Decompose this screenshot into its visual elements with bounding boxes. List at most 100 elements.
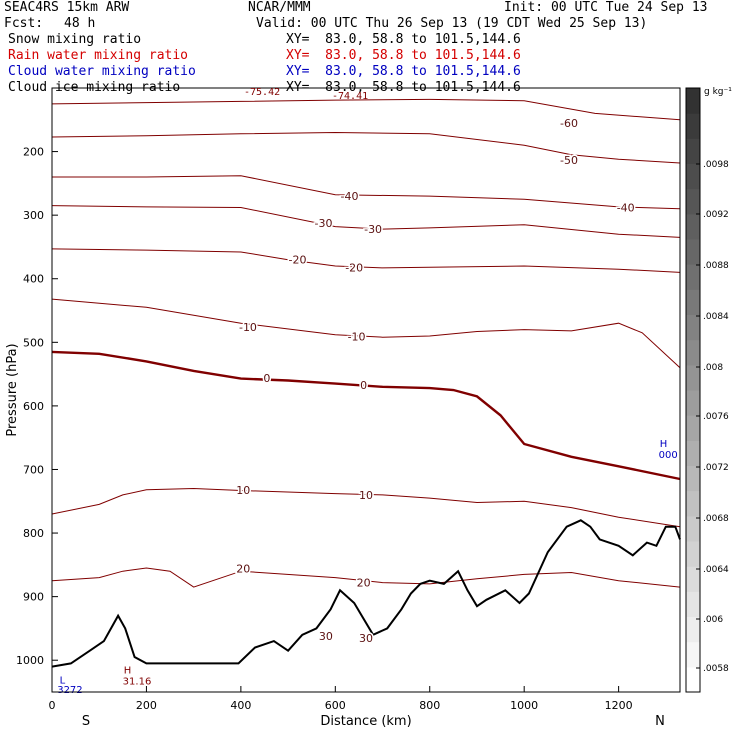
contour-line--50: [51, 131, 681, 164]
contour-label: 20: [357, 577, 371, 590]
valid-time: Valid: 00 UTC Thu 26 Sep 13 (19 CDT Wed …: [256, 16, 648, 31]
colorbar-segment: [686, 213, 700, 240]
x-tick-label: 800: [419, 699, 440, 712]
contour-label: 10: [359, 489, 373, 502]
y-axis-label: Pressure (hPa): [5, 343, 20, 436]
colorbar-tick-label: .0064: [703, 565, 729, 575]
legend-xy-rain: XY= 83.0, 58.8 to 101.5,144.6: [286, 48, 521, 63]
colorbar-segment: [686, 465, 700, 492]
y-tick-label: 400: [23, 273, 44, 286]
contour-label: -40: [617, 202, 635, 215]
colorbar-segment: [686, 88, 700, 114]
contour-label: -20: [289, 254, 307, 267]
y-tick-label: 1000: [16, 654, 44, 667]
colorbar-segment: [686, 163, 700, 190]
colorbar-segment: [686, 415, 700, 441]
colorbar-segment: [686, 641, 700, 668]
colorbar-tick-label: .0076: [703, 412, 729, 422]
x-axis: 0 200 400 600 800 1000 1200: [49, 686, 633, 712]
colorbar-segment: [686, 289, 700, 315]
contour-line--10: [51, 298, 681, 369]
contour-label: -20: [345, 261, 363, 274]
colorbar-segment: [686, 314, 700, 341]
y-tick-label: 700: [23, 463, 44, 476]
colorbar-segment: [686, 364, 700, 391]
legend-xy-snow: XY= 83.0, 58.8 to 101.5,144.6: [286, 32, 521, 47]
contour-label-layer: -60 -50 -40 -40 -30 -30 -20 -20 -10 -10 0 0 10 10 20 20…: [235, 115, 636, 646]
x-tick-label: 1200: [605, 699, 633, 712]
contour-label: -30: [315, 217, 333, 230]
contour-label: -50: [560, 154, 578, 167]
contour-layer: [51, 98, 681, 588]
colorbar-segment: [686, 239, 700, 265]
colorbar-unit: g kg⁻¹: [704, 87, 732, 97]
terrain-layer: [51, 519, 681, 668]
contour-line-0: [51, 350, 681, 481]
x-end-label: N: [655, 714, 665, 729]
colorbar-segment: [686, 515, 700, 542]
colorbar-segment: [686, 616, 700, 643]
terrain-line: [51, 519, 681, 668]
colorbar-tick-label: .0088: [703, 261, 729, 271]
legend-label-rain: Rain water mixing ratio: [8, 48, 189, 63]
y-tick-label: 600: [23, 400, 44, 413]
x-tick-label: 400: [230, 699, 251, 712]
colorbar-segment: [686, 440, 700, 466]
y-tick-label: 800: [23, 527, 44, 540]
contour-label: 10: [236, 484, 250, 497]
y-axis: 200 300 400 500 600 700 800 900 1000: [16, 146, 58, 667]
contour-label: -10: [239, 321, 257, 334]
colorbar-segment: [686, 490, 700, 517]
fcst-value: 48 h: [64, 16, 96, 31]
contour-label: 0: [263, 372, 270, 385]
top-low-label: -74.41: [332, 91, 369, 102]
contour-label: -60: [560, 117, 578, 130]
contour-label: -30: [364, 223, 382, 236]
contour-label: -10: [348, 331, 366, 344]
colorbar-tick-label: .0072: [703, 463, 729, 473]
colorbar-segment: [686, 264, 700, 290]
plot-frame: [51, 87, 681, 693]
y-tick-label: 200: [23, 146, 44, 159]
colorbar-segment: [686, 666, 700, 693]
x-start-label: S: [82, 714, 90, 729]
colorbar-segment: [686, 591, 700, 617]
x-tick-label: 1000: [510, 699, 538, 712]
extremum-marker: 31.16: [123, 677, 152, 688]
legend-label-cloud-water: Cloud water mixing ratio: [8, 64, 196, 79]
init-time: Init: 00 UTC Tue 24 Sep 13: [504, 0, 708, 15]
colorbar-segment: [686, 113, 700, 139]
y-tick-label: 300: [23, 209, 44, 222]
x-tick-label: 200: [136, 699, 157, 712]
x-tick-label: 0: [49, 699, 56, 712]
contour-label: 30: [319, 630, 333, 643]
contour-label: 20: [236, 563, 250, 576]
colorbar-segment: [686, 188, 700, 215]
colorbar-segment: [686, 138, 700, 164]
colorbar-tick-label: .0098: [703, 160, 729, 170]
y-tick-label: 900: [23, 591, 44, 604]
colorbar-tick-label: .0092: [703, 210, 729, 220]
contour-line--30: [51, 205, 681, 238]
legend-xy-cloud-ice: XY= 83.0, 58.8 to 101.5,144.6: [286, 80, 521, 95]
top-value-label: -75.42: [244, 87, 281, 98]
contour-label: -40: [340, 190, 358, 203]
colorbar-tick-label: .0084: [703, 312, 729, 322]
contour-line-10: [51, 487, 681, 528]
legend-label-cloud-ice: Cloud ice mixing ratio: [8, 80, 181, 95]
legend-xy-cloud-water: XY= 83.0, 58.8 to 101.5,144.6: [286, 64, 521, 79]
colorbar-tick-label: .0058: [703, 664, 729, 674]
colorbar: .0058 .006 .0064 .0068 .0072 .0076 .008 .0084 .0…: [685, 87, 729, 693]
fcst-label: Fcst:: [4, 16, 44, 31]
colorbar-tick-label: .008: [703, 363, 723, 373]
colorbar-tick-label: .006: [703, 615, 723, 625]
colorbar-segment: [686, 541, 700, 567]
center-title: NCAR/MMM: [248, 0, 311, 15]
contour-label: 0: [360, 379, 367, 392]
colorbar-tick-label: .0068: [703, 514, 729, 524]
extremum-marker: H: [124, 666, 132, 677]
model-title: SEAC4RS 15km ARW: [4, 0, 130, 15]
x-tick-label: 600: [325, 699, 346, 712]
colorbar-segment: [686, 339, 700, 366]
